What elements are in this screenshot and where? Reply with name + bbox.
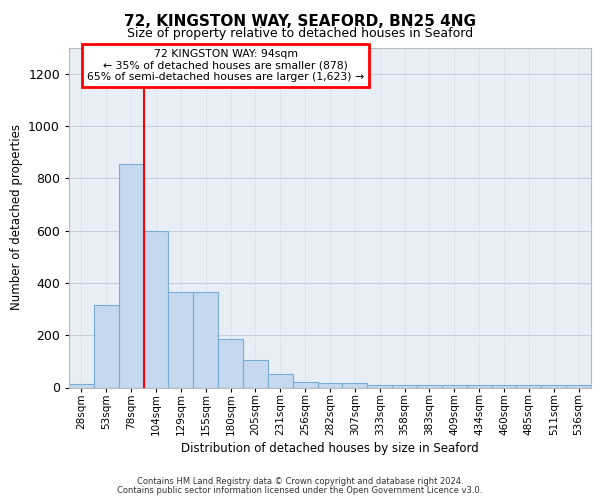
Bar <box>491 386 517 388</box>
Bar <box>293 382 317 388</box>
Bar <box>541 386 566 388</box>
Text: Contains HM Land Registry data © Crown copyright and database right 2024.: Contains HM Land Registry data © Crown c… <box>137 477 463 486</box>
Text: Size of property relative to detached houses in Seaford: Size of property relative to detached ho… <box>127 28 473 40</box>
Y-axis label: Number of detached properties: Number of detached properties <box>10 124 23 310</box>
Bar <box>193 292 218 388</box>
Bar <box>467 386 491 388</box>
Bar <box>367 386 392 388</box>
Bar <box>417 386 442 388</box>
Bar <box>442 386 467 388</box>
Bar <box>392 386 417 388</box>
Text: 72, KINGSTON WAY, SEAFORD, BN25 4NG: 72, KINGSTON WAY, SEAFORD, BN25 4NG <box>124 14 476 29</box>
Bar <box>218 339 243 388</box>
Bar <box>119 164 143 388</box>
Text: Contains public sector information licensed under the Open Government Licence v3: Contains public sector information licen… <box>118 486 482 495</box>
Bar <box>143 230 169 388</box>
Bar <box>243 360 268 388</box>
X-axis label: Distribution of detached houses by size in Seaford: Distribution of detached houses by size … <box>181 442 479 455</box>
Bar <box>517 386 541 388</box>
Bar <box>94 305 119 388</box>
Text: 72 KINGSTON WAY: 94sqm
← 35% of detached houses are smaller (878)
65% of semi-de: 72 KINGSTON WAY: 94sqm ← 35% of detached… <box>87 49 364 82</box>
Bar <box>317 383 343 388</box>
Bar <box>169 292 193 388</box>
Bar <box>343 383 367 388</box>
Bar <box>268 374 293 388</box>
Bar <box>566 386 591 388</box>
Bar <box>69 384 94 388</box>
